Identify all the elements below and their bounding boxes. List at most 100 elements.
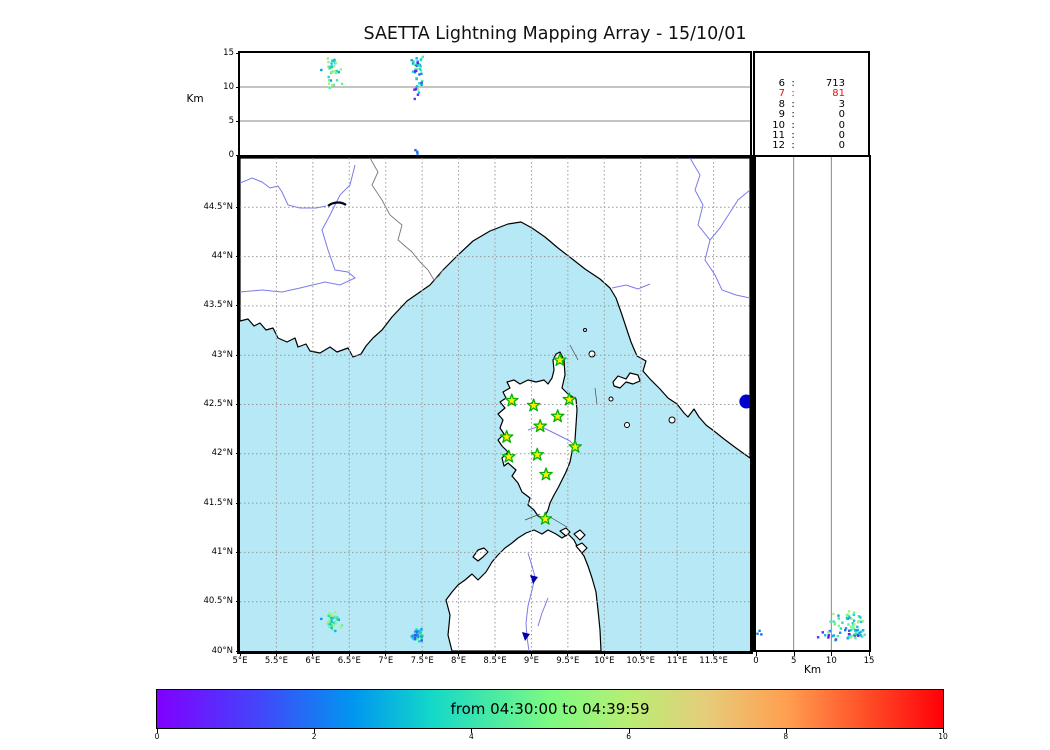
lat-tick-mark <box>236 453 240 455</box>
lma-station-marker <box>526 398 541 412</box>
lat-tick-label: 43.5°N <box>203 300 233 311</box>
lon-tick-mark <box>458 652 460 656</box>
alt-tick-mark <box>793 652 795 656</box>
map-panel <box>237 155 753 654</box>
colorbar-tick-label: 6 <box>626 732 631 741</box>
lon-tick-mark <box>603 652 605 656</box>
station-count-row: 9:0 <box>778 109 845 121</box>
lon-tick-mark <box>421 652 423 656</box>
lon-tick-mark <box>567 652 569 656</box>
colorbar-tick-mark <box>471 729 473 733</box>
alt-tick-mark <box>236 154 240 156</box>
lma-station-marker <box>550 409 565 423</box>
colorbar-tick-mark <box>314 729 316 733</box>
alt-tick-label: 15 <box>223 47 234 58</box>
alt-tick-mark <box>236 120 240 122</box>
colorbar-tick-label: 2 <box>311 732 317 741</box>
lon-tick-label: 7.5°E <box>410 656 434 666</box>
lon-tick-label: 10.5°E <box>626 656 655 666</box>
elba-island <box>612 372 641 389</box>
station-count-row: 11:0 <box>772 130 845 142</box>
lon-tick-mark <box>530 652 532 656</box>
station-count-row: 10:0 <box>772 119 845 131</box>
lma-station-marker <box>539 467 553 481</box>
lon-tick-mark <box>640 652 642 656</box>
lon-tick-mark <box>275 652 277 656</box>
station-count-row: 6:713 <box>778 78 845 89</box>
lat-tick-label: 40°N <box>211 645 233 656</box>
lat-tick-mark <box>236 206 240 208</box>
alt-tick-label: 15 <box>863 656 875 666</box>
alt-tick-label: 5 <box>228 115 234 126</box>
lat-tick-mark <box>236 601 240 603</box>
lon-tick-mark <box>312 652 314 656</box>
colorbar-tick-label: 10 <box>938 732 948 741</box>
lat-tick-label: 44°N <box>211 251 233 262</box>
colorbar-tick-label: 0 <box>154 732 160 741</box>
lat-tick-mark <box>236 502 240 504</box>
alt-tick-mark <box>869 652 870 656</box>
station-count-row: 12:0 <box>772 140 845 152</box>
lat-tick-label: 42.5°N <box>203 399 233 409</box>
top-panel-ylabel: Km <box>186 93 204 105</box>
lon-tick-label: 5.5°E <box>264 656 288 666</box>
altitude-latitude-panel <box>753 155 871 652</box>
lat-tick-mark <box>236 551 240 553</box>
lon-tick-label: 7°E <box>378 656 394 666</box>
lon-tick-label: 11.5°E <box>699 656 728 666</box>
corsica-map <box>240 158 750 651</box>
right-panel-xlabel: Km <box>803 664 822 676</box>
lat-tick-mark <box>236 404 240 405</box>
buoy-marker <box>739 394 750 409</box>
altitude-longitude-plot <box>240 55 750 155</box>
lat-tick-label: 42°N <box>211 448 233 459</box>
lon-tick-label: 8°E <box>451 656 467 666</box>
time-colorbar: from 04:30:00 to 04:39:59 <box>156 689 944 729</box>
lon-tick-label: 8.5°E <box>483 656 507 666</box>
lon-tick-mark <box>676 652 678 656</box>
lon-tick-label: 6.5°E <box>337 656 361 666</box>
lma-station-marker <box>533 419 547 433</box>
altitude-longitude-panel <box>238 51 752 157</box>
alt-tick-label: 10 <box>825 656 837 666</box>
alt-tick-mark <box>236 86 240 88</box>
lon-tick-mark <box>494 652 496 656</box>
lma-station-marker <box>553 352 567 367</box>
colorbar-tick-mark <box>157 729 158 733</box>
colorbar-tick-mark <box>628 729 630 733</box>
lon-tick-mark <box>385 652 387 656</box>
time-colorbar-label: from 04:30:00 to 04:39:59 <box>450 700 650 718</box>
lat-tick-mark <box>236 650 240 652</box>
lma-station-marker <box>502 449 516 463</box>
lat-tick-label: 43°N <box>211 349 233 360</box>
station-count-row: 8:3 <box>778 98 845 110</box>
alt-tick-label: 10 <box>223 81 234 92</box>
lon-tick-label: 11°E <box>666 656 688 666</box>
mainland-coast <box>240 158 750 459</box>
colorbar-tick-mark <box>943 729 944 733</box>
lon-tick-label: 10°E <box>594 656 615 666</box>
lon-tick-label: 9.5°E <box>556 656 580 666</box>
colorbar-tick-label: 4 <box>469 732 474 741</box>
lat-tick-mark <box>236 354 240 356</box>
station-count-row: 7:81 <box>778 88 845 100</box>
alt-tick-mark <box>756 652 757 656</box>
lon-tick-label: 9°E <box>523 656 539 666</box>
lat-tick-label: 44.5°N <box>203 201 233 212</box>
alt-tick-label: 0 <box>228 149 234 160</box>
lon-tick-mark <box>348 652 350 656</box>
lon-tick-mark <box>713 652 715 656</box>
lma-station-marker <box>530 447 545 461</box>
alt-tick-label: 0 <box>753 656 759 666</box>
lat-tick-label: 41°N <box>211 546 233 557</box>
lon-tick-label: 6°E <box>305 656 321 666</box>
plot-title: SAETTA Lightning Mapping Array - 15/10/0… <box>363 24 747 44</box>
lma-station-marker <box>504 393 519 407</box>
lon-tick-label: 5°E <box>232 656 248 666</box>
sardinia-island <box>445 529 602 651</box>
lma-station-marker <box>568 439 582 453</box>
lma-station-marker <box>499 429 514 443</box>
alt-tick-label: 5 <box>790 656 797 666</box>
lat-tick-mark <box>236 305 240 307</box>
